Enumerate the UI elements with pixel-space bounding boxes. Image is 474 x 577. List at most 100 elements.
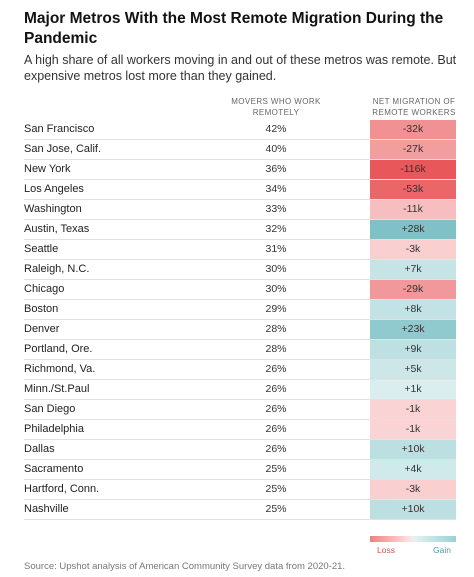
table-row: Sacramento 25% +4k: [24, 460, 456, 480]
city-name: San Jose, Calif.: [24, 143, 102, 155]
table-row: San Francisco 42% -32k: [24, 120, 456, 140]
table-row: Portland, Ore. 28% +9k: [24, 340, 456, 360]
city-name: Washington: [24, 203, 82, 215]
net-migration-value: -3k: [405, 483, 421, 495]
table-row: Los Angeles 34% -53k: [24, 180, 456, 200]
net-migration-cell: -1k: [370, 420, 456, 439]
movers-remote-share: 26%: [265, 383, 287, 395]
net-migration-value: -3k: [405, 243, 421, 255]
city-name: Los Angeles: [24, 183, 84, 195]
data-table: San Francisco 42% -32k San Jose, Calif. 40% -…: [24, 120, 456, 520]
movers-remote-share: 32%: [265, 223, 287, 235]
table-row: New York 36% -116k: [24, 160, 456, 180]
city-name: Raleigh, N.C.: [24, 263, 90, 275]
city-name: New York: [24, 163, 71, 175]
table-row: Denver 28% +23k: [24, 320, 456, 340]
table-row: Minn./St.Paul 26% +1k: [24, 380, 456, 400]
net-migration-cell: +4k: [370, 460, 456, 479]
movers-remote-share: 30%: [265, 263, 287, 275]
net-migration-cell: +5k: [370, 360, 456, 379]
net-migration-cell: -27k: [370, 140, 456, 159]
movers-remote-share: 28%: [265, 343, 287, 355]
net-migration-cell: -29k: [370, 280, 456, 299]
table-row: Philadelphia 26% -1k: [24, 420, 456, 440]
net-migration-cell: -3k: [370, 480, 456, 499]
net-migration-value: +10k: [401, 503, 425, 515]
city-name: Richmond, Va.: [24, 363, 96, 375]
net-migration-value: -116k: [400, 163, 426, 175]
movers-remote-share: 42%: [265, 123, 287, 135]
movers-remote-share: 40%: [265, 143, 287, 155]
city-name: Denver: [24, 323, 60, 335]
net-migration-cell: -3k: [370, 240, 456, 259]
city-name: Minn./St.Paul: [24, 383, 90, 395]
legend-gain-label: Gain: [433, 545, 451, 555]
net-migration-value: +7k: [404, 263, 422, 275]
net-migration-value: +4k: [404, 463, 422, 475]
net-migration-value: +5k: [404, 363, 422, 375]
table-row: Nashville 25% +10k: [24, 500, 456, 520]
net-migration-value: -32k: [402, 123, 424, 135]
source-note: Source: Upshot analysis of American Comm…: [24, 561, 346, 572]
net-migration-cell: +10k: [370, 440, 456, 459]
net-migration-value: +10k: [401, 443, 425, 455]
movers-remote-share: 34%: [265, 183, 287, 195]
net-migration-cell: +28k: [370, 220, 456, 239]
movers-remote-share: 36%: [265, 163, 287, 175]
city-name: Nashville: [24, 503, 69, 515]
table-row: Chicago 30% -29k: [24, 280, 456, 300]
movers-remote-share: 33%: [265, 203, 287, 215]
color-scale-legend: [370, 536, 456, 542]
city-name: Seattle: [24, 243, 59, 255]
chart-subtitle: A high share of all workers moving in an…: [24, 53, 457, 83]
table-row: Austin, Texas 32% +28k: [24, 220, 456, 240]
city-name: Dallas: [24, 443, 55, 455]
city-name: San Francisco: [24, 123, 95, 135]
city-name: Sacramento: [24, 463, 84, 475]
city-name: San Diego: [24, 403, 76, 415]
net-migration-cell: +7k: [370, 260, 456, 279]
net-migration-value: +28k: [401, 223, 425, 235]
net-migration-cell: +8k: [370, 300, 456, 319]
city-name: Philadelphia: [24, 423, 84, 435]
net-migration-value: +1k: [404, 383, 422, 395]
table-row: Boston 29% +8k: [24, 300, 456, 320]
net-migration-cell: -11k: [370, 200, 456, 219]
table-row: San Jose, Calif. 40% -27k: [24, 140, 456, 160]
movers-remote-share: 26%: [265, 403, 287, 415]
table-row: San Diego 26% -1k: [24, 400, 456, 420]
net-migration-value: -11k: [403, 203, 423, 215]
movers-remote-share: 26%: [265, 443, 287, 455]
net-migration-cell: +10k: [370, 500, 456, 519]
legend-loss-label: Loss: [377, 545, 395, 555]
movers-remote-share: 31%: [265, 243, 287, 255]
net-migration-value: +23k: [401, 323, 425, 335]
net-migration-value: -53k: [402, 183, 424, 195]
movers-remote-share: 25%: [265, 463, 287, 475]
net-migration-value: +8k: [404, 303, 422, 315]
net-migration-value: -1k: [405, 403, 421, 415]
net-migration-value: -27k: [402, 143, 424, 155]
movers-remote-share: 26%: [265, 423, 287, 435]
city-name: Hartford, Conn.: [24, 483, 100, 495]
net-migration-value: -1k: [405, 423, 421, 435]
table-row: Richmond, Va. 26% +5k: [24, 360, 456, 380]
net-migration-cell: +9k: [370, 340, 456, 359]
net-migration-cell: -1k: [370, 400, 456, 419]
city-name: Boston: [24, 303, 59, 315]
net-migration-cell: -116k: [370, 160, 456, 179]
city-name: Austin, Texas: [24, 223, 90, 235]
table-row: Seattle 31% -3k: [24, 240, 456, 260]
column-header-movers: Movers who work remotely: [231, 97, 321, 117]
net-migration-cell: -53k: [370, 180, 456, 199]
movers-remote-share: 30%: [265, 283, 287, 295]
movers-remote-share: 28%: [265, 323, 287, 335]
table-row: Hartford, Conn. 25% -3k: [24, 480, 456, 500]
movers-remote-share: 26%: [265, 363, 287, 375]
movers-remote-share: 25%: [265, 503, 287, 515]
chart-title: Major Metros With the Most Remote Migrat…: [24, 10, 444, 47]
table-row: Washington 33% -11k: [24, 200, 456, 220]
net-migration-value: -29k: [402, 283, 424, 295]
net-migration-cell: +1k: [370, 380, 456, 399]
column-header-net-migration: Net migration of remote workers: [372, 97, 456, 117]
